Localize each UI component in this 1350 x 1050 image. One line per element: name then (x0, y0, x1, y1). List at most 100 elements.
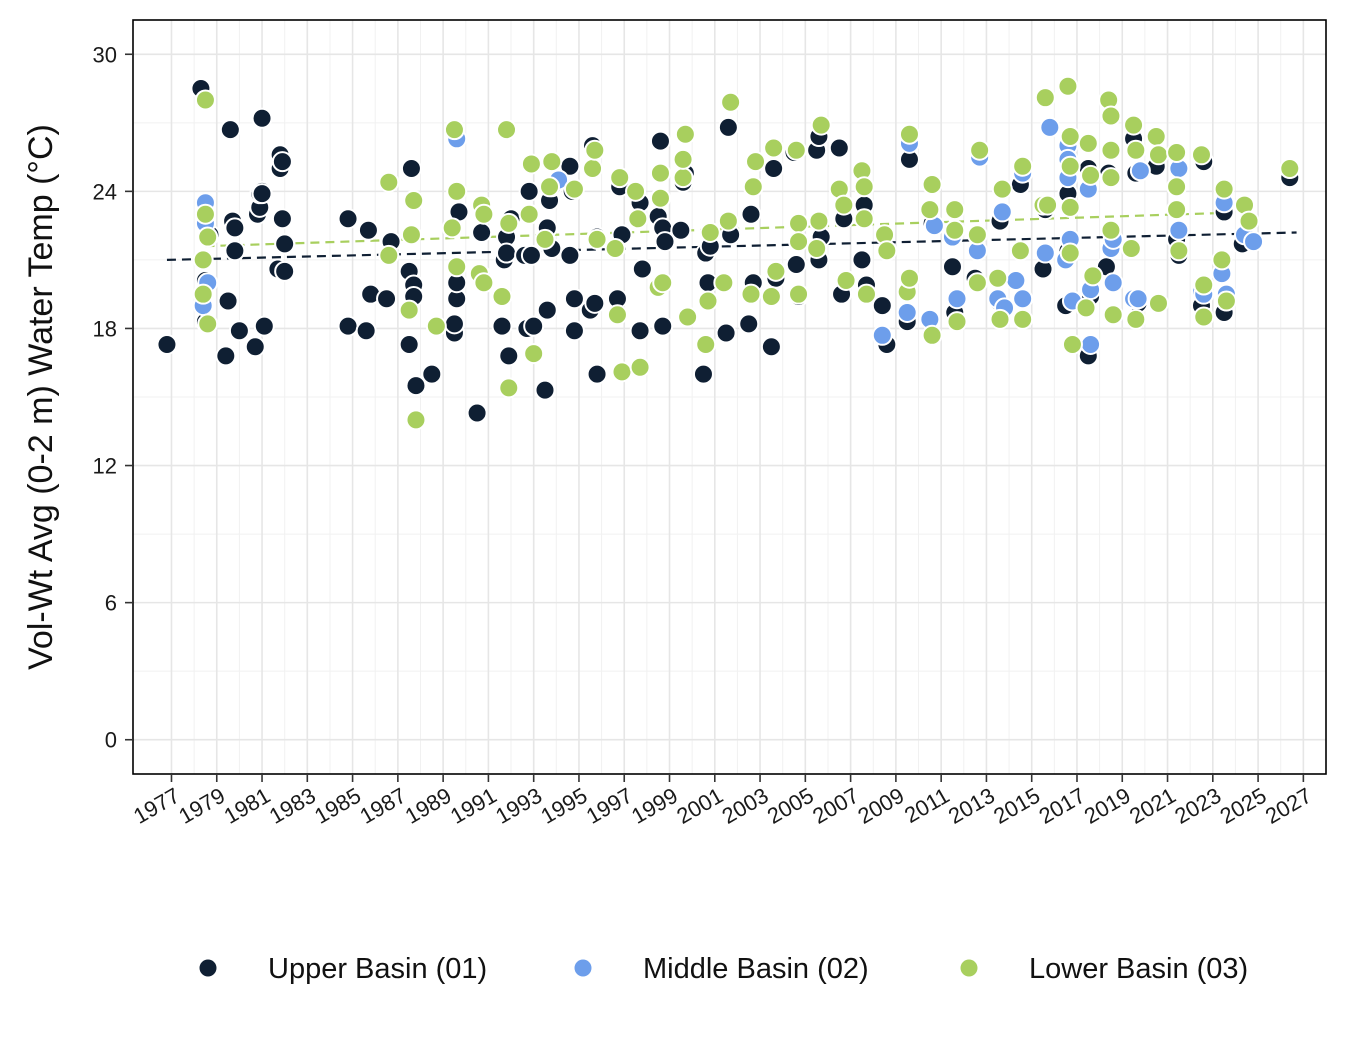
data-point (491, 285, 513, 307)
data-point (1127, 288, 1149, 310)
data-point (378, 171, 400, 193)
data-point (376, 288, 398, 310)
data-point (966, 272, 988, 294)
data-point (1190, 144, 1212, 166)
y-tick-label: 0 (105, 728, 117, 753)
legend-label: Upper Basin (01) (268, 953, 487, 985)
data-point (466, 402, 488, 424)
data-point (835, 269, 857, 291)
data-point (425, 315, 447, 337)
data-point (1012, 155, 1034, 177)
legend-label: Lower Basin (03) (1029, 953, 1248, 985)
data-point (896, 301, 918, 323)
data-point (563, 320, 585, 342)
data-point (197, 313, 219, 335)
y-tick-label: 24 (93, 179, 117, 204)
data-point (1100, 105, 1122, 127)
data-point (606, 304, 628, 326)
data-point (446, 180, 468, 202)
data-point (652, 315, 674, 337)
data-point (1100, 167, 1122, 189)
data-point (810, 114, 832, 136)
data-point (946, 288, 968, 310)
data-point (337, 315, 359, 337)
data-point (1102, 272, 1124, 294)
data-point (400, 158, 422, 180)
data-point (670, 219, 692, 241)
data-point (156, 333, 178, 355)
data-point (652, 272, 674, 294)
data-point (720, 91, 742, 113)
data-point (745, 151, 767, 173)
legend-key (960, 959, 978, 977)
data-point (563, 178, 585, 200)
data-point (446, 256, 468, 278)
data-point (398, 299, 420, 321)
data-point (251, 107, 273, 129)
data-point (274, 260, 296, 282)
data-point (403, 190, 425, 212)
data-point (253, 315, 275, 337)
data-point (677, 306, 699, 328)
data-point (559, 244, 581, 266)
data-point (405, 409, 427, 431)
data-point (692, 363, 714, 385)
data-point (740, 283, 762, 305)
y-tick-label: 6 (105, 591, 117, 616)
data-point (1129, 160, 1151, 182)
data-point (586, 228, 608, 250)
data-point (919, 199, 941, 221)
data-point (654, 231, 676, 253)
data-point (1215, 290, 1237, 312)
data-point (765, 260, 787, 282)
data-point (518, 180, 540, 202)
data-point (498, 212, 520, 234)
data-point (1193, 306, 1215, 328)
data-point (443, 313, 465, 335)
data-point (1100, 219, 1122, 241)
data-point (1009, 240, 1031, 262)
data-point (1080, 333, 1102, 355)
series-group (192, 75, 1301, 431)
data-point (649, 162, 671, 184)
data-point (523, 343, 545, 365)
data-point (738, 313, 760, 335)
data-point (921, 324, 943, 346)
data-point (853, 176, 875, 198)
data-point (228, 320, 250, 342)
data-point (740, 203, 762, 225)
data-point (378, 244, 400, 266)
data-point (1059, 126, 1081, 148)
data-point (491, 315, 513, 337)
data-point (833, 194, 855, 216)
data-point (898, 123, 920, 145)
data-point (851, 249, 873, 271)
data-point (520, 153, 542, 175)
data-point (674, 123, 696, 145)
data-point (1238, 210, 1260, 232)
data-point (1168, 219, 1190, 241)
data-point (1213, 178, 1235, 200)
legend-key (574, 959, 592, 977)
data-point (1012, 308, 1034, 330)
data-point (219, 119, 241, 141)
data-point (991, 178, 1013, 200)
data-point (496, 242, 518, 264)
data-point (989, 308, 1011, 330)
data-point (274, 233, 296, 255)
data-point (520, 244, 542, 266)
data-point (785, 253, 807, 275)
data-point (788, 283, 810, 305)
data-point (192, 249, 214, 271)
data-point (563, 288, 585, 310)
data-point (1080, 164, 1102, 186)
legend-key (199, 959, 217, 977)
data-point (473, 203, 495, 225)
data-point (244, 336, 266, 358)
data-point (1125, 139, 1147, 161)
trend-line (166, 231, 1297, 262)
data-point (672, 148, 694, 170)
data-point (518, 203, 540, 225)
